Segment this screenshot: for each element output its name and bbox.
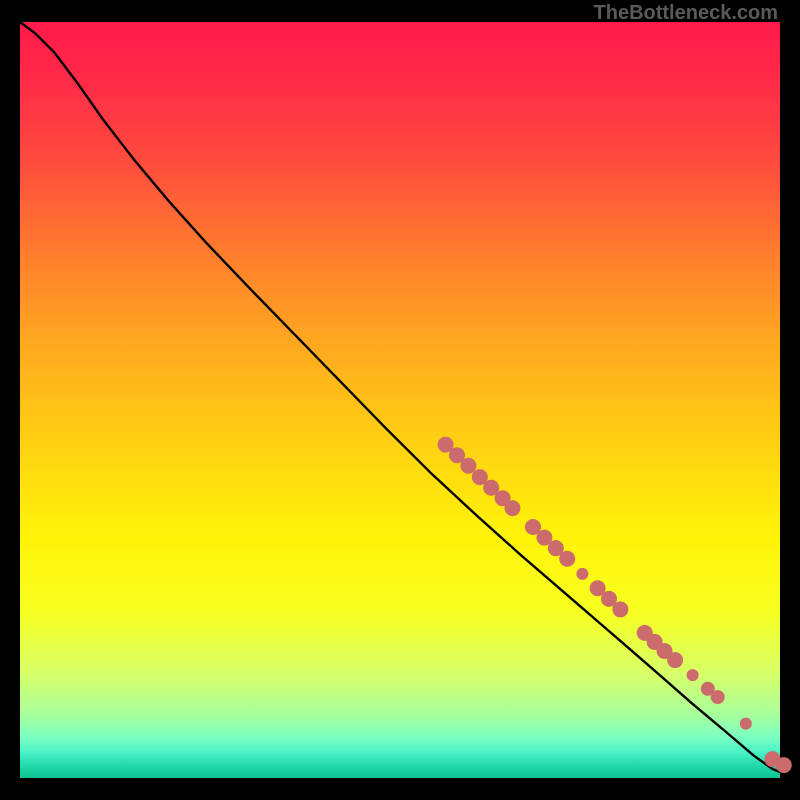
data-marker (504, 500, 520, 516)
watermark-text: TheBottleneck.com (594, 2, 778, 25)
data-marker (776, 757, 792, 773)
data-marker (460, 458, 476, 474)
data-marker (687, 669, 699, 681)
data-marker (612, 601, 628, 617)
curve-layer (20, 22, 780, 778)
marker-group (438, 437, 792, 774)
data-marker (559, 551, 575, 567)
plot-area (20, 22, 780, 778)
data-marker (667, 652, 683, 668)
curve (20, 22, 780, 772)
data-marker (576, 568, 588, 580)
data-marker (711, 690, 725, 704)
data-marker (740, 718, 752, 730)
